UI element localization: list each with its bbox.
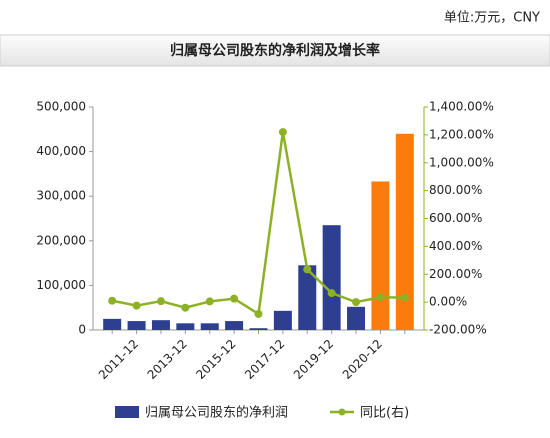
y-tick-label: 200,000: [36, 233, 86, 247]
bar: [298, 265, 317, 330]
bar: [371, 181, 390, 330]
bar: [151, 320, 170, 330]
bar: [273, 310, 292, 330]
legend-swatch: [115, 406, 139, 418]
point: [156, 297, 165, 306]
y-tick-label: 400,000: [36, 144, 86, 158]
x-tick-label: 2020-12: [340, 337, 385, 382]
y-tick-label: 300,000: [36, 189, 86, 203]
point: [254, 309, 263, 318]
bar: [103, 318, 122, 330]
y-tick-label: 500,000: [36, 100, 86, 114]
bar: [225, 321, 244, 330]
bar: [347, 306, 366, 330]
x-tick-label: 2015-12: [193, 337, 238, 382]
bar: [127, 321, 146, 330]
bar: [395, 133, 414, 330]
legend-label: 同比(右): [360, 406, 409, 421]
y2-tick-label: 600.00%: [429, 211, 482, 225]
y2-tick-label: 200.00%: [429, 267, 482, 281]
point: [132, 301, 141, 310]
point: [205, 297, 214, 306]
point: [376, 293, 385, 302]
line: [111, 131, 405, 317]
title-band: [0, 34, 550, 67]
legend-swatch: [338, 408, 346, 416]
x-tick-label: 2017-12: [242, 337, 287, 382]
point: [352, 298, 361, 307]
unit-note: 单位:万元，CNY: [444, 11, 540, 26]
y2-tick-label: 1,200.00%: [429, 127, 494, 141]
point: [400, 293, 409, 302]
x-tick-label: 2019-12: [291, 337, 336, 382]
y2-tick-label: 1,400.00%: [429, 100, 494, 114]
chart-title: 归属母公司股东的净利润及增长率: [170, 42, 380, 59]
bar: [176, 323, 195, 330]
y2-tick-label: 800.00%: [429, 183, 482, 197]
y2-tick-label: 400.00%: [429, 239, 482, 253]
y2-tick-label: 0.00%: [429, 295, 467, 309]
bar: [200, 323, 219, 330]
bar: [322, 225, 341, 330]
legend-label: 归属母公司股东的净利润: [145, 405, 288, 421]
point: [278, 128, 287, 137]
y-tick-label: 0: [78, 323, 86, 337]
point: [230, 294, 239, 303]
point: [303, 265, 312, 274]
x-tick-label: 2011-12: [96, 337, 141, 382]
point: [327, 289, 336, 298]
x-tick-label: 2013-12: [145, 337, 190, 382]
point: [181, 303, 190, 312]
point: [108, 296, 117, 305]
y-tick-label: 100,000: [36, 278, 86, 292]
bar: [249, 328, 268, 330]
y2-tick-label: 1,000.00%: [429, 155, 494, 169]
y2-tick-label: -200.00%: [429, 323, 487, 337]
